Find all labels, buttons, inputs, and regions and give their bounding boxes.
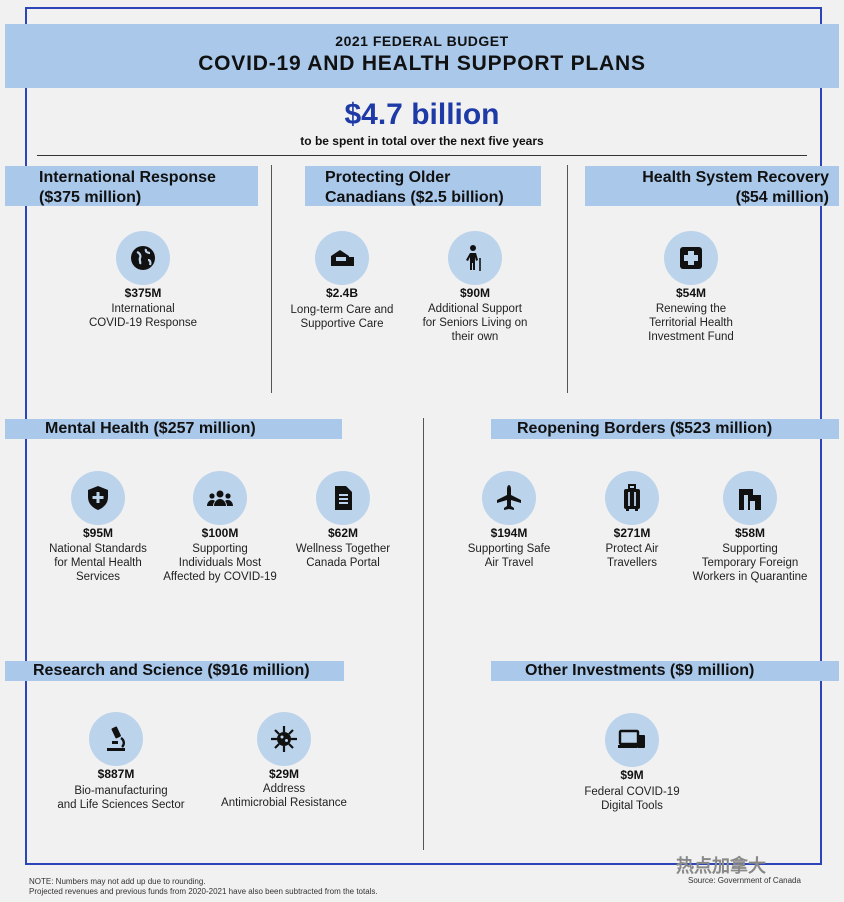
section-title-line: Health System Recovery xyxy=(642,169,829,186)
total-caption: to be spent in total over the next five … xyxy=(300,134,544,148)
header-title: COVID-19 AND HEALTH SUPPORT PLANS xyxy=(198,52,646,75)
item-description: Bio-manufacturing and Life Sciences Sect… xyxy=(57,785,185,811)
section-title-line: ($375 million) xyxy=(39,189,142,206)
divider xyxy=(567,165,568,393)
house-icon xyxy=(315,231,369,285)
amount-label: $90M xyxy=(459,286,491,300)
amount-label: $100M xyxy=(201,526,239,540)
medical-cross-icon xyxy=(664,231,718,285)
amount-label: $375M xyxy=(124,286,162,300)
globe-icon xyxy=(116,231,170,285)
section-title-line: ($54 million) xyxy=(735,189,829,206)
item-description: Federal COVID-19 Digital Tools xyxy=(584,786,680,812)
item-description: Long-term Care and Supportive Care xyxy=(290,304,394,330)
section-title-line: Canadians ($2.5 billion) xyxy=(325,189,504,206)
item-description: Supporting Temporary Foreign Workers in … xyxy=(692,543,808,583)
people-group-icon xyxy=(193,471,247,525)
amount-label: $95M xyxy=(82,526,114,540)
section-title-line: International Response xyxy=(39,169,216,186)
microscope-icon xyxy=(89,712,143,766)
header-band: 2021 FEDERAL BUDGET COVID-19 AND HEALTH … xyxy=(5,24,839,88)
footnote: NOTE: Numbers may not add up due to roun… xyxy=(29,877,206,886)
item-description: National Standards for Mental Health Ser… xyxy=(49,543,147,583)
section-header-health-system: Health System Recovery ($54 million) xyxy=(585,166,839,206)
footnote: Projected revenues and previous funds fr… xyxy=(29,887,378,896)
item-description: Address Antimicrobial Resistance xyxy=(221,783,347,809)
divider xyxy=(37,155,807,156)
section-title-line: Protecting Older xyxy=(325,169,451,186)
document-icon xyxy=(316,471,370,525)
item-description: Protect Air Travellers xyxy=(605,543,659,569)
virus-icon xyxy=(257,712,311,766)
devices-icon xyxy=(605,713,659,767)
divider xyxy=(423,418,424,850)
section-header-other: Other Investments ($9 million) xyxy=(491,661,839,681)
amount-label: $2.4B xyxy=(325,286,359,300)
amount-label: $54M xyxy=(675,286,707,300)
item-description: International COVID-19 Response xyxy=(88,303,198,329)
building-icon xyxy=(723,471,777,525)
shield-plus-icon xyxy=(71,471,125,525)
item-description: Renewing the Territorial Health Investme… xyxy=(648,303,734,343)
amount-label: $29M xyxy=(268,767,300,781)
amount-label: $58M xyxy=(734,526,766,540)
item-description: Wellness Together Canada Portal xyxy=(295,543,391,569)
source-label: Source: Government of Canada xyxy=(688,876,801,885)
amount-label: $271M xyxy=(613,526,651,540)
luggage-icon xyxy=(605,471,659,525)
elderly-person-icon xyxy=(448,231,502,285)
item-description: Supporting Individuals Most Affected by … xyxy=(163,543,277,583)
amount-label: $9M xyxy=(620,768,644,782)
item-description: Additional Support for Seniors Living on… xyxy=(422,303,528,343)
item-description: Supporting Safe Air Travel xyxy=(467,543,551,569)
watermark: 热点加拿大 xyxy=(676,856,766,876)
section-header-international: International Response ($375 million) xyxy=(5,166,258,206)
total-amount: $4.7 billion xyxy=(344,98,500,131)
airplane-icon xyxy=(482,471,536,525)
section-header-mental: Mental Health ($257 million) xyxy=(5,419,342,439)
amount-label: $887M xyxy=(97,767,135,781)
section-header-research: Research and Science ($916 million) xyxy=(5,661,344,681)
section-header-older: Protecting Older Canadians ($2.5 billion… xyxy=(305,166,541,206)
divider xyxy=(271,165,272,393)
amount-label: $194M xyxy=(490,526,528,540)
header-subtitle: 2021 FEDERAL BUDGET xyxy=(335,33,509,49)
section-header-borders: Reopening Borders ($523 million) xyxy=(491,419,839,439)
amount-label: $62M xyxy=(327,526,359,540)
